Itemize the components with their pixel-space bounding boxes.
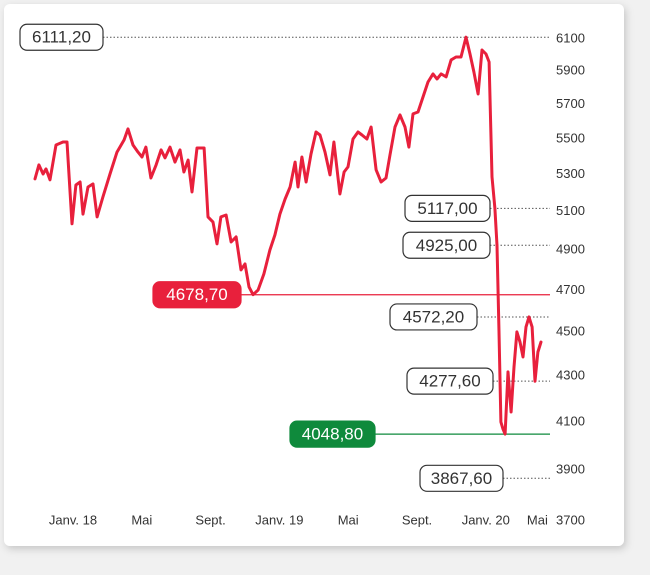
annotation-box — [152, 281, 242, 309]
annotation-label: 3867,60 — [431, 469, 492, 488]
price-line — [33, 35, 543, 436]
x-tick-label: Janv. 20 — [462, 512, 510, 527]
y-tick-label: 6100 — [556, 30, 585, 45]
x-tick-label: Janv. 19 — [255, 512, 303, 527]
y-tick-label: 3700 — [556, 512, 585, 527]
annotation-label: 5117,00 — [417, 199, 477, 218]
annotation-label: 6111,20 — [32, 28, 91, 47]
y-tick-label: 4900 — [556, 242, 585, 257]
y-tick-label: 4500 — [556, 324, 585, 339]
annotation-label: 4572,20 — [403, 307, 464, 326]
y-tick-label: 4300 — [556, 368, 585, 383]
annotation-label: 4048,80 — [302, 425, 363, 444]
y-tick-label: 5700 — [556, 96, 585, 111]
y-tick-label: 5100 — [556, 203, 585, 218]
annotation-box — [404, 194, 491, 223]
annotation-label: 4277,60 — [419, 372, 480, 391]
y-tick-label: 5300 — [556, 166, 585, 181]
annotation-box — [289, 420, 376, 448]
y-tick-label: 3900 — [556, 462, 585, 477]
annotation-box — [19, 23, 104, 51]
y-tick-label: 4100 — [556, 413, 585, 428]
x-tick-label: Mai — [338, 512, 359, 527]
annotation-box — [389, 303, 478, 331]
x-tick-label: Mai — [131, 512, 152, 527]
annotation-box — [406, 367, 494, 395]
x-tick-label: Janv. 18 — [49, 512, 97, 527]
x-tick-label: Mai — [527, 512, 548, 527]
x-tick-label: Sept. — [195, 512, 225, 527]
annotation-box — [419, 464, 504, 492]
y-tick-label: 4700 — [556, 282, 585, 297]
y-tick-label: 5500 — [556, 130, 585, 145]
annotation-box — [402, 231, 491, 259]
card — [4, 4, 624, 546]
annotation-label: 4678,70 — [166, 285, 227, 304]
y-tick-label: 5900 — [556, 63, 585, 78]
annotation-label: 4925,00 — [416, 236, 477, 255]
x-tick-label: Sept. — [402, 512, 432, 527]
